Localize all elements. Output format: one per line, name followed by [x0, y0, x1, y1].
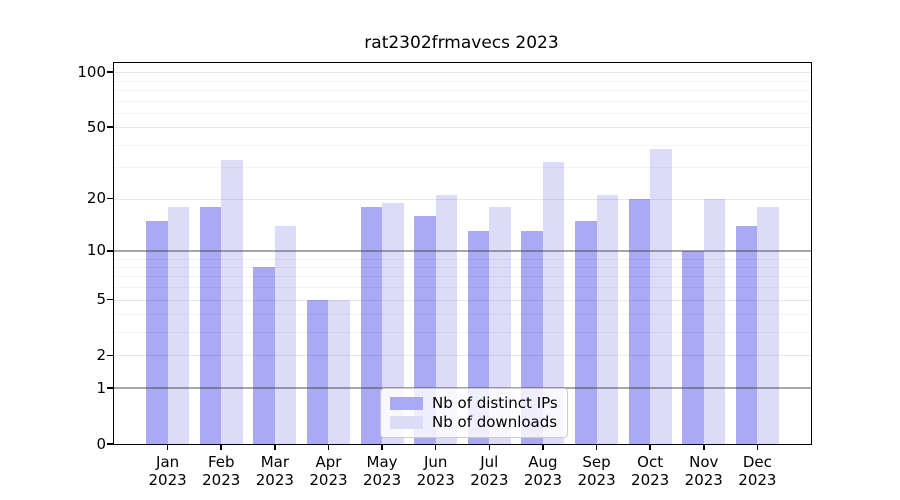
- bar-jan-downloads: [167, 206, 190, 444]
- x-tick-mark-oct: [649, 444, 651, 450]
- legend-swatch-distinct-ips: [390, 397, 423, 410]
- gridline-minor-70: [114, 100, 811, 102]
- bar-feb-distinct-ips: [199, 206, 222, 444]
- y-tick-label-0: 0: [96, 434, 106, 453]
- y-tick-mark-100: [107, 71, 113, 73]
- y-tick-label-5: 5: [96, 290, 106, 309]
- bar-sep-downloads: [596, 194, 619, 444]
- bar-sep-distinct-ips: [575, 220, 597, 444]
- bar-dec-downloads: [757, 206, 779, 444]
- legend-item-distinct-ips: Nb of distinct IPs: [390, 394, 558, 413]
- x-tick-mark-sep: [595, 444, 598, 450]
- x-tick-mark-feb: [220, 444, 222, 450]
- bar-oct-downloads: [650, 148, 672, 444]
- bar-mar-distinct-ips: [253, 267, 275, 444]
- x-tick-label-mar: Mar 2023: [255, 453, 294, 489]
- legend-label-downloads: Nb of downloads: [432, 413, 558, 431]
- x-tick-mark-apr: [327, 444, 330, 450]
- gridline-major-50: [114, 127, 811, 129]
- gridline-minor-30: [114, 167, 811, 169]
- legend: Nb of distinct IPs Nb of downloads: [380, 388, 568, 438]
- y-tick-mark-2: [107, 354, 113, 357]
- x-tick-label-jun: Jun 2023: [416, 453, 455, 489]
- y-tick-mark-10: [107, 250, 113, 252]
- bar-apr-distinct-ips: [306, 299, 329, 444]
- y-tick-mark-50: [107, 126, 113, 128]
- legend-swatch-downloads: [390, 416, 423, 429]
- y-tick-label-20: 20: [86, 189, 106, 208]
- y-tick-label-100: 100: [77, 62, 106, 81]
- plot-area: Nb of distinct IPs Nb of downloads Jan 2…: [77, 62, 812, 489]
- x-tick-mark-jun: [434, 444, 437, 450]
- gridline-minor-40: [114, 144, 811, 146]
- x-tick-label-sep: Sep 2023: [577, 453, 616, 489]
- x-tick-mark-aug: [542, 444, 544, 450]
- x-tick-label-may: May 2023: [362, 453, 402, 489]
- x-tick-label-jul: Jul 2023: [470, 453, 509, 489]
- bar-jul-downloads: [489, 206, 511, 444]
- x-tick-label-feb: Feb 2023: [202, 453, 241, 489]
- x-tick-label-aug: Aug 2023: [523, 453, 563, 489]
- bar-feb-downloads: [221, 159, 243, 444]
- bar-nov-downloads: [703, 198, 726, 444]
- x-tick-mark-dec: [756, 444, 759, 450]
- y-tick-mark-0: [107, 443, 113, 445]
- y-tick-mark-5: [107, 298, 113, 301]
- bar-mar-downloads: [274, 225, 297, 444]
- gridline-minor-90: [114, 80, 811, 82]
- x-tick-mark-jan: [166, 444, 169, 450]
- x-tick-label-nov: Nov 2023: [684, 453, 723, 489]
- gridline-minor-80: [114, 89, 811, 91]
- y-tick-label-2: 2: [96, 345, 106, 364]
- legend-item-downloads: Nb of downloads: [390, 413, 558, 432]
- bar-aug-downloads: [542, 162, 565, 444]
- x-tick-label-oct: Oct 2023: [631, 453, 670, 489]
- bar-jan-distinct-ips: [146, 220, 168, 444]
- legend-label-distinct-ips: Nb of distinct IPs: [432, 394, 558, 412]
- y-tick-label-1: 1: [96, 378, 106, 397]
- x-tick-mark-jul: [488, 444, 491, 450]
- bar-apr-downloads: [328, 299, 350, 444]
- y-tick-label-50: 50: [86, 117, 106, 136]
- x-tick-mark-may: [381, 444, 383, 450]
- x-tick-mark-mar: [274, 444, 276, 450]
- bar-may-downloads: [382, 202, 404, 444]
- x-tick-label-apr: Apr 2023: [309, 453, 348, 489]
- bar-jun-downloads: [435, 194, 458, 444]
- y-tick-mark-20: [107, 197, 113, 200]
- x-tick-mark-nov: [703, 444, 705, 450]
- y-tick-label-10: 10: [86, 241, 106, 260]
- bar-dec-distinct-ips: [735, 225, 758, 444]
- bar-nov-distinct-ips: [682, 250, 704, 444]
- x-tick-label-dec: Dec 2023: [738, 453, 777, 489]
- bar-jun-distinct-ips: [414, 215, 436, 444]
- bar-may-distinct-ips: [360, 206, 383, 444]
- x-tick-label-jan: Jan 2023: [148, 453, 187, 489]
- gridline-minor-60: [114, 112, 811, 114]
- bar-oct-distinct-ips: [628, 198, 651, 444]
- gridline-major-100: [114, 72, 811, 74]
- chart-title: rat2302frmavecs 2023: [364, 33, 559, 53]
- y-tick-mark-1: [107, 387, 113, 389]
